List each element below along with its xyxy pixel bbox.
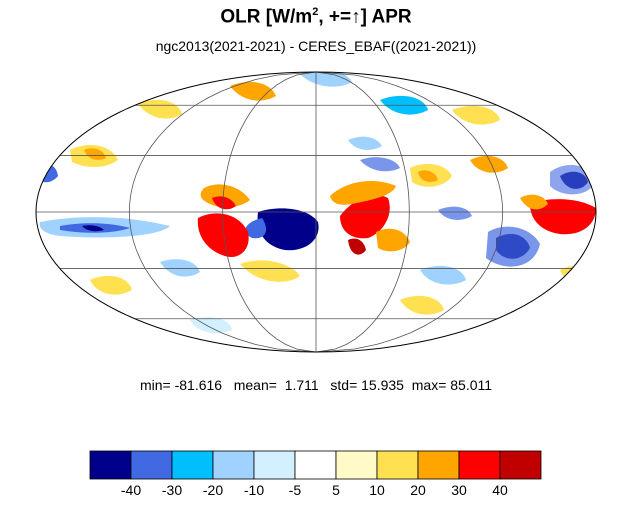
colorbar-swatch [499, 450, 542, 480]
min-label: min= [139, 377, 171, 393]
colorbar-swatch [376, 450, 419, 480]
min-value: -81.616 [174, 377, 223, 393]
title-variable: OLR [W/m [220, 6, 313, 28]
graticule-meridian [128, 72, 317, 352]
colorbar-swatch [171, 450, 214, 480]
std-value: 15.935 [361, 377, 404, 393]
max-label: max= [411, 377, 447, 393]
patch-orange-eafrica [376, 228, 410, 252]
patch-yellow-southern [400, 295, 444, 315]
colorbar-swatch [212, 450, 255, 480]
colorbar-swatch [417, 450, 460, 480]
patch-lightblue-sindian [420, 265, 466, 285]
patch-red-caribbean [212, 196, 236, 210]
max-value: 85.011 [450, 377, 493, 393]
anomaly-patches [36, 72, 596, 334]
colorbar-swatch [458, 450, 501, 480]
globe-outline [35, 71, 597, 353]
patch-orange-india [470, 155, 508, 173]
patch-orange-caribbean [200, 184, 250, 208]
patch-darkblue-epacific [82, 225, 104, 232]
colorbar-tick-label: -30 [162, 482, 182, 498]
colorbar-swatch [253, 450, 296, 480]
patch-yellow-satlantic [240, 260, 300, 282]
patch-red-africa [340, 195, 390, 239]
patch-red-wpacific [530, 199, 596, 235]
graticule-meridian [315, 72, 504, 352]
patch-lightblue-spacific [160, 259, 200, 277]
patch-yellow-siberia [452, 105, 500, 125]
patch-yellow-canada [138, 99, 182, 119]
colorbar-tick-label: 10 [369, 482, 385, 498]
colorbar-tick-label: 20 [410, 482, 426, 498]
patch-yellow-sepacific [90, 275, 132, 295]
up-arrow-icon: ↑ [351, 6, 361, 28]
patch-orange-wpacific [520, 194, 548, 210]
graticule [36, 72, 596, 352]
olr-anomaly-map [35, 71, 597, 353]
statistics-line: min= -81.616 mean= 1.711 std= 15.935 max… [0, 377, 632, 393]
title-closing: ] APR [360, 6, 412, 28]
patch-pale-antarctic [190, 317, 232, 334]
patch-darkred-africa [348, 238, 366, 255]
title-rest: , += [318, 6, 352, 28]
graticule-meridian [315, 72, 410, 352]
patch-blue-indian-ocean [438, 206, 472, 220]
colorbar-tick-label: 5 [332, 482, 340, 498]
colorbar-swatch [335, 450, 378, 480]
patch-darkblue-atlantic [257, 208, 319, 251]
patch-red-brazil [197, 213, 249, 258]
chart-subtitle: ngc2013(2021-2021) - CERES_EBAF((2021-20… [155, 38, 477, 54]
chart-title: OLR [W/m2, +=↑] APR [0, 6, 632, 28]
colorbar-tick-label: -10 [244, 482, 264, 498]
colorbar-swatch [89, 450, 132, 480]
colorbar-swatch [294, 450, 337, 480]
colorbar-swatch [130, 450, 173, 480]
colorbar-tick-label: 30 [451, 482, 467, 498]
patch-orange-sahel [330, 181, 396, 205]
std-label: std= [330, 377, 358, 393]
graticule-meridian [222, 72, 317, 352]
mean-label: mean= [233, 377, 277, 393]
mean-value: 1.711 [284, 377, 319, 393]
patch-orange-arabia [418, 170, 438, 182]
patch-orange-npacific [84, 148, 106, 160]
patch-blue-mediterranean [360, 157, 400, 172]
patch-lightblue-europe [348, 136, 382, 150]
map-field [36, 72, 596, 352]
patch-blue-atlantic-edge [245, 218, 267, 239]
colorbar-tick-label: -20 [203, 482, 223, 498]
title-superscript: 2 [312, 6, 319, 18]
colorbar-tick-label: 40 [492, 482, 508, 498]
colorbar-tick-label: -5 [289, 482, 302, 498]
colorbar-tick-label: -40 [121, 482, 141, 498]
